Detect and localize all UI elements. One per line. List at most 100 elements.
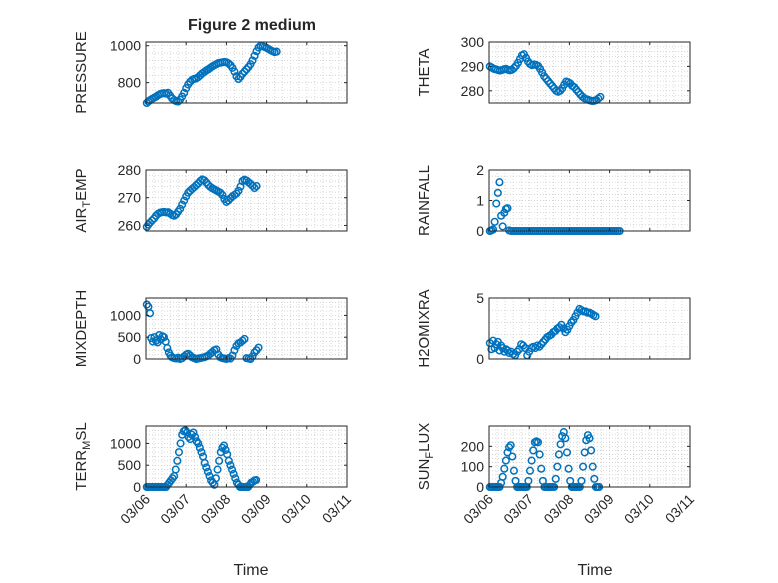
y-tick-label: 0 [476,479,484,495]
y-tick-label: 5 [476,290,484,306]
data-point [505,443,514,452]
data-point [227,465,237,474]
data-point [174,448,184,457]
data-point [562,448,572,457]
data-point [200,176,209,185]
data-point [492,199,501,208]
y-tick-label: 300 [461,34,485,50]
y-axis-label: THETA [416,48,433,96]
y-tick-label: 0 [133,479,141,495]
data-point [525,466,535,475]
axes-box [145,297,348,360]
data-point [200,458,209,468]
data-point [508,452,517,461]
data-series [142,426,261,492]
data-point [190,432,200,441]
data-point [596,92,605,101]
data-series [142,175,261,231]
data-point [501,456,510,465]
data-point [192,181,201,190]
data-point [554,450,564,459]
y-tick-label: 0 [476,351,484,367]
data-point [189,428,198,437]
data-point [224,196,233,205]
data-point [231,474,240,483]
y-tick-label: 270 [118,190,142,206]
y-tick-label: 1000 [110,435,141,451]
data-point [579,462,588,471]
air-temp-panel: 260 270 280 AIRTEMP [73,162,348,233]
data-point [221,445,230,455]
data-point [527,456,536,465]
data-point [500,464,509,473]
data-point [234,186,243,195]
data-point [553,462,562,471]
y-tick-label: 280 [461,83,485,99]
pressure-panel: 800 1000 PRESSURE [73,31,348,114]
figure-title: Figure 2 medium [188,17,316,34]
mixdepth-panel: 0 500 1000 MIXDEPTH [73,290,348,368]
data-point [503,204,512,213]
y-axis-label: H2OMIXRA [416,289,433,367]
data-point [176,439,185,448]
data-point [171,465,180,474]
h2omixra-panel: 0 5 H2OMIXRA [416,289,691,368]
data-point [490,217,499,226]
data-point [529,446,538,455]
data-point [174,97,183,106]
y-axis-label: PRESSURE [73,31,90,114]
data-point [229,469,238,478]
data-point [180,88,189,97]
data-point [240,334,249,344]
data-series [485,304,600,360]
data-point [509,466,518,475]
data-point [230,67,239,76]
data-point [493,188,502,197]
y-axis-label: SUNFLUX [416,423,436,491]
data-point [495,178,504,187]
axes-box [488,425,691,488]
data-point [250,183,259,193]
y-tick-label: 800 [118,75,142,91]
y-axis-label: MIXDEPTH [73,290,90,368]
data-point [587,446,596,455]
data-series [142,41,281,108]
data-point [248,56,257,65]
y-tick-label: 0 [476,223,484,239]
data-point [537,464,546,473]
plot-area [489,42,690,103]
data-point [215,456,224,465]
data-point [180,196,189,205]
data-point [145,309,155,318]
axes-box [145,425,348,488]
data-point [588,462,597,471]
data-point [556,440,565,449]
x-axis-label-right: Time [578,562,613,579]
data-point [219,441,229,450]
data-point [564,464,573,473]
data-point [147,216,157,225]
data-point [163,344,172,353]
data-point [252,475,261,485]
y-tick-label: 100 [461,459,485,475]
data-point [202,463,211,472]
data-point [577,476,586,485]
axes-box [145,169,348,232]
data-point [224,456,233,465]
y-tick-label: 2 [476,162,484,178]
data-point [252,182,261,191]
data-point [218,190,227,199]
data-point [195,443,204,452]
data-point [197,448,206,457]
data-point [254,343,263,352]
data-point [213,465,222,474]
data-series [485,50,605,106]
y-tick-label: 500 [118,457,142,473]
rainfall-panel: 0 1 2 RAINFALL [416,162,691,239]
y-axis-label: RAINFALL [416,165,433,236]
data-point [272,47,281,56]
data-point [248,181,257,190]
data-point [250,348,259,357]
theta-panel: 280 290 300 THETA [416,34,691,106]
